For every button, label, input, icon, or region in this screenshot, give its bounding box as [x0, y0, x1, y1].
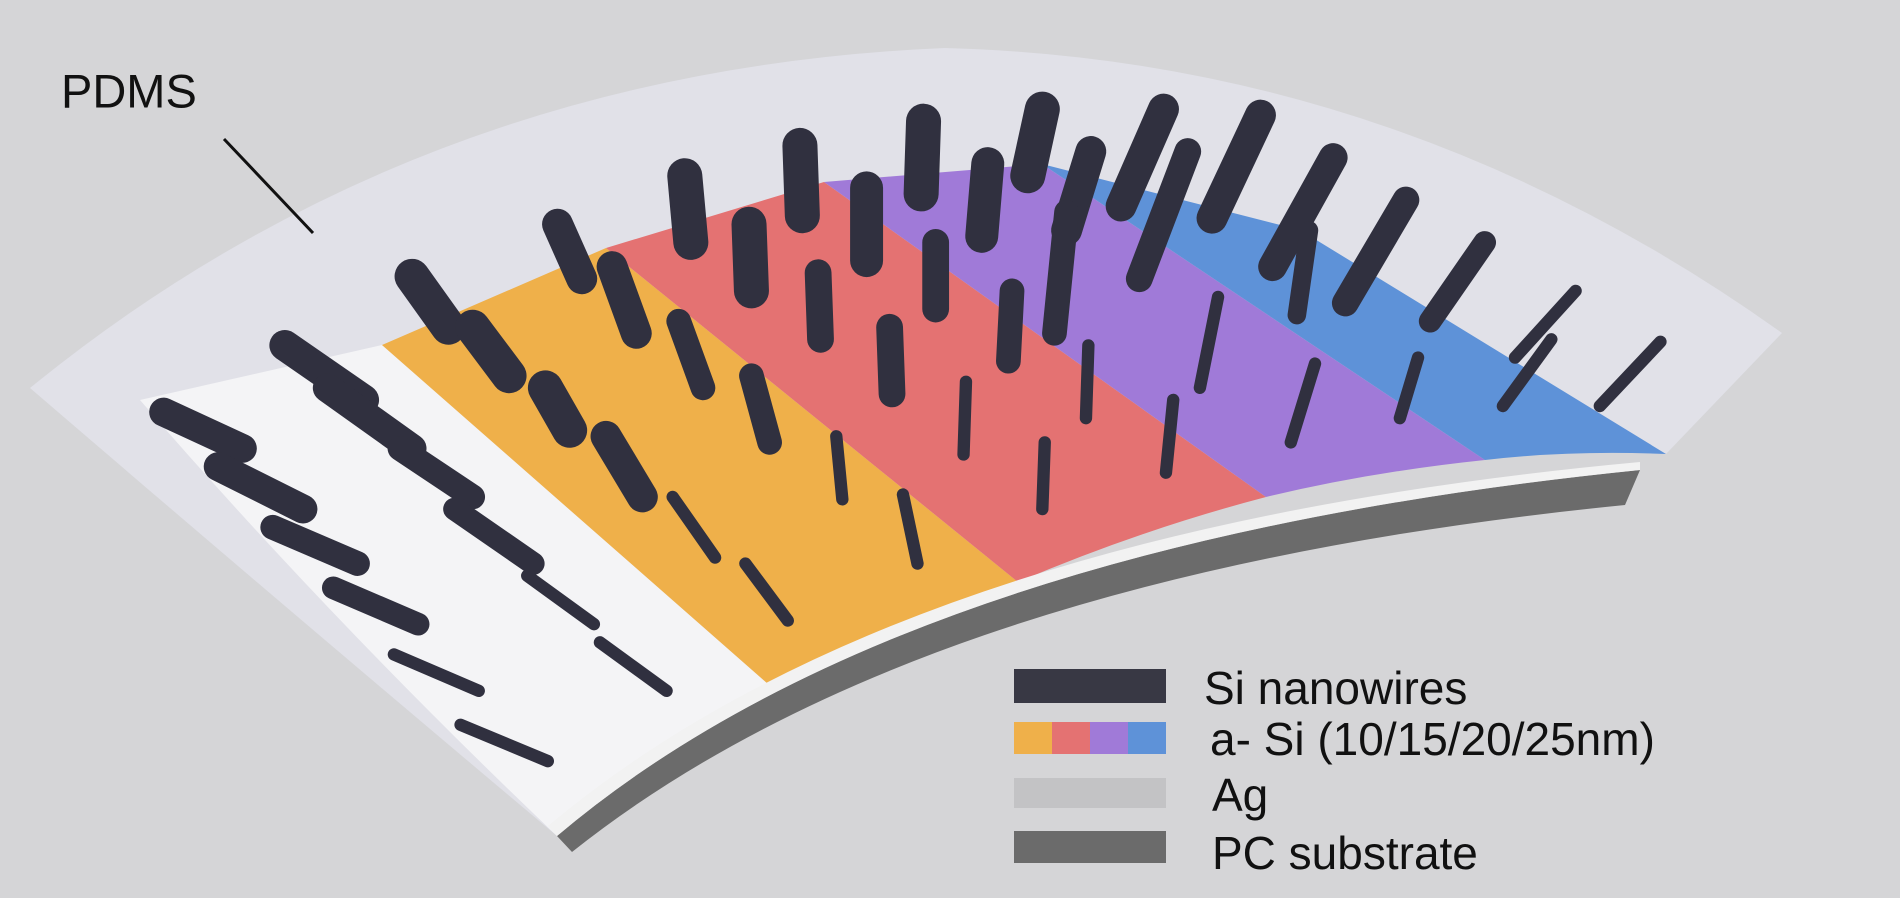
legend-label: PC substrate: [1212, 827, 1478, 879]
nanowire: [804, 259, 834, 353]
pdms-pointer: [222, 137, 315, 235]
nanowire: [1193, 290, 1225, 395]
a-si-10nm: [382, 248, 1018, 691]
nanowire: [1079, 339, 1095, 425]
nanowire: [830, 430, 849, 506]
nanowire: [590, 420, 658, 513]
nanowire: [203, 452, 318, 524]
nanowire: [596, 251, 652, 349]
nanowire: [149, 397, 257, 463]
nanowire: [321, 576, 430, 636]
pc-substrate: [557, 470, 1640, 852]
nanowire: [542, 208, 598, 295]
nanowire: [666, 308, 716, 401]
swatch-a-si: [1090, 722, 1128, 754]
nanowire: [593, 636, 673, 698]
nanowire: [957, 375, 973, 461]
nanowire: [1010, 91, 1060, 194]
nanowire: [1036, 436, 1051, 516]
nanowire: [666, 490, 722, 564]
swatch-nanowires: [1014, 669, 1166, 703]
nanowire: [1508, 284, 1582, 364]
nanowire: [454, 718, 555, 768]
swatch-a-si: [1014, 722, 1052, 754]
nanowire: [527, 370, 588, 448]
nanowire: [521, 569, 601, 631]
legend-label: Ag: [1212, 769, 1268, 821]
nanowires: [149, 91, 1667, 768]
nanowire: [1159, 393, 1180, 479]
nanowire: [876, 313, 906, 408]
nanowire: [1042, 199, 1079, 346]
nanowire: [387, 436, 486, 510]
nanowire: [1105, 93, 1179, 222]
nanowire: [1496, 333, 1558, 413]
legend: Si nanowires a- Si (10/15/20/25nm) Ag PC…: [1014, 662, 1655, 879]
nanowire: [739, 363, 782, 455]
nanowire: [394, 258, 466, 345]
nanowire: [731, 206, 769, 309]
nanowire: [387, 648, 485, 698]
nanowire: [903, 103, 942, 212]
legend-label: a- Si (10/15/20/25nm): [1210, 713, 1655, 765]
nanowire: [455, 309, 527, 394]
nanowire: [1196, 99, 1276, 234]
nanowire: [782, 127, 820, 234]
nanowire: [996, 278, 1025, 374]
nanowire: [260, 514, 370, 576]
nanowire: [443, 497, 545, 575]
nanowire: [1284, 357, 1322, 449]
pdms-label: PDMS: [61, 64, 197, 117]
nanowire: [1258, 143, 1348, 282]
nanowire: [1593, 335, 1667, 413]
swatch-a-si: [1052, 722, 1090, 754]
swatch-ag: [1014, 778, 1166, 808]
nanowire: [1418, 231, 1497, 333]
nanowire: [1393, 351, 1425, 425]
nanowire: [896, 488, 924, 570]
legend-label: Si nanowires: [1204, 662, 1467, 714]
nanowire: [1331, 186, 1420, 317]
nanowire: [1125, 138, 1202, 293]
nanowire: [1287, 221, 1319, 325]
ag-layer: [140, 345, 776, 836]
swatch-a-si: [1128, 722, 1166, 754]
nanowire: [667, 158, 709, 260]
a-si-15nm: [606, 182, 1266, 582]
nanowire: [739, 557, 794, 627]
nanowire: [965, 147, 1005, 253]
swatch-pc: [1014, 831, 1166, 863]
